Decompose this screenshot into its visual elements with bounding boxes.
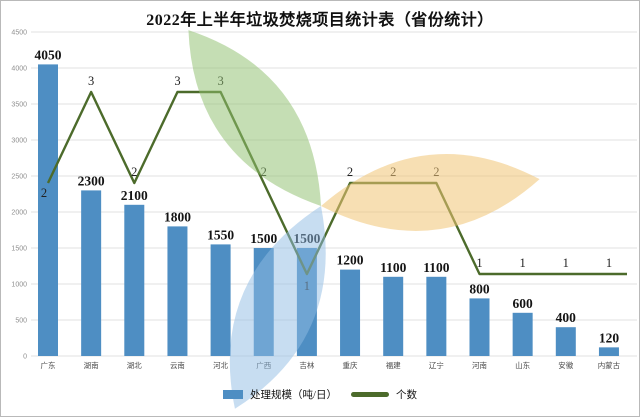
line-value-label: 2 xyxy=(131,165,137,179)
legend-item-bar: 处理规模（吨/日） xyxy=(223,387,337,402)
bar xyxy=(383,276,404,356)
category-label: 福建 xyxy=(386,360,401,370)
category-label: 云南 xyxy=(170,360,185,370)
bar-value-label: 600 xyxy=(513,296,534,311)
bar-value-label: 1550 xyxy=(207,227,234,242)
category-label: 湖南 xyxy=(84,360,99,370)
legend: 处理规模（吨/日） 个数 xyxy=(1,387,639,402)
category-label: 河南 xyxy=(472,360,487,370)
y-axis-tick-label: 3000 xyxy=(11,138,27,145)
bar-value-label: 2100 xyxy=(121,188,148,203)
bar xyxy=(81,190,102,356)
line-value-label: 3 xyxy=(88,74,94,88)
bar xyxy=(124,204,145,356)
category-label: 重庆 xyxy=(343,360,358,370)
bar-value-label: 1500 xyxy=(293,231,320,246)
bar xyxy=(253,248,274,356)
legend-line-swatch xyxy=(350,392,389,397)
category-label: 广东 xyxy=(41,360,56,370)
bar xyxy=(167,226,188,356)
line-value-label: 2 xyxy=(390,165,396,179)
bar xyxy=(296,248,317,356)
y-axis-tick-label: 3500 xyxy=(11,102,27,109)
y-axis-tick-label: 2000 xyxy=(11,210,27,217)
bar xyxy=(512,312,533,356)
bar-value-label: 4050 xyxy=(35,47,62,62)
line-value-label: 2 xyxy=(41,186,47,200)
line-value-label: 1 xyxy=(606,256,612,270)
legend-bar-label: 处理规模（吨/日） xyxy=(250,390,337,401)
y-axis-tick-label: 4500 xyxy=(11,30,27,37)
bar-value-label: 1100 xyxy=(423,260,450,275)
bar xyxy=(38,64,58,357)
line-value-label: 3 xyxy=(217,74,223,88)
category-label: 山东 xyxy=(515,360,530,370)
legend-line-label: 个数 xyxy=(395,390,417,401)
line-value-label: 1 xyxy=(304,279,310,293)
line-value-label: 3 xyxy=(174,74,180,88)
y-axis-tick-label: 500 xyxy=(15,318,27,325)
y-axis-tick-label: 0 xyxy=(23,354,27,361)
category-label: 吉林 xyxy=(299,360,314,370)
bar xyxy=(340,269,361,356)
y-axis-tick-label: 1500 xyxy=(11,246,27,253)
line-value-label: 2 xyxy=(433,165,439,179)
bar-value-label: 400 xyxy=(556,310,577,325)
category-label: 安徽 xyxy=(558,360,573,370)
bar-value-label: 1500 xyxy=(250,231,277,246)
category-label: 辽宁 xyxy=(429,360,444,370)
line-value-label: 1 xyxy=(476,256,482,270)
line-value-label: 2 xyxy=(261,165,267,179)
category-label: 湖北 xyxy=(127,361,142,370)
category-label: 内蒙古 xyxy=(598,360,621,370)
category-label: 河北 xyxy=(213,361,228,370)
bar-value-label: 800 xyxy=(469,281,490,296)
bar-value-label: 120 xyxy=(599,330,620,345)
line-value-label: 1 xyxy=(520,256,526,270)
bar-value-label: 2300 xyxy=(78,173,105,188)
legend-bar-swatch xyxy=(223,390,244,399)
y-axis-tick-label: 1000 xyxy=(11,282,27,289)
line-value-label: 2 xyxy=(347,165,353,179)
bar xyxy=(555,327,576,356)
legend-item-line: 个数 xyxy=(350,387,417,402)
line-value-label: 1 xyxy=(563,256,569,270)
bar-value-label: 1800 xyxy=(164,209,191,224)
chart-title: 2022年上半年垃圾焚烧项目统计表（省份统计） xyxy=(146,12,494,29)
bar xyxy=(426,276,447,356)
bar-value-label: 1100 xyxy=(380,260,407,275)
bar xyxy=(210,244,231,356)
bar xyxy=(598,347,619,356)
bar xyxy=(469,298,490,356)
category-label: 广西 xyxy=(256,360,271,370)
y-axis-tick-label: 2500 xyxy=(11,174,27,181)
y-axis-tick-label: 4000 xyxy=(11,66,27,73)
bar-value-label: 1200 xyxy=(337,253,364,268)
